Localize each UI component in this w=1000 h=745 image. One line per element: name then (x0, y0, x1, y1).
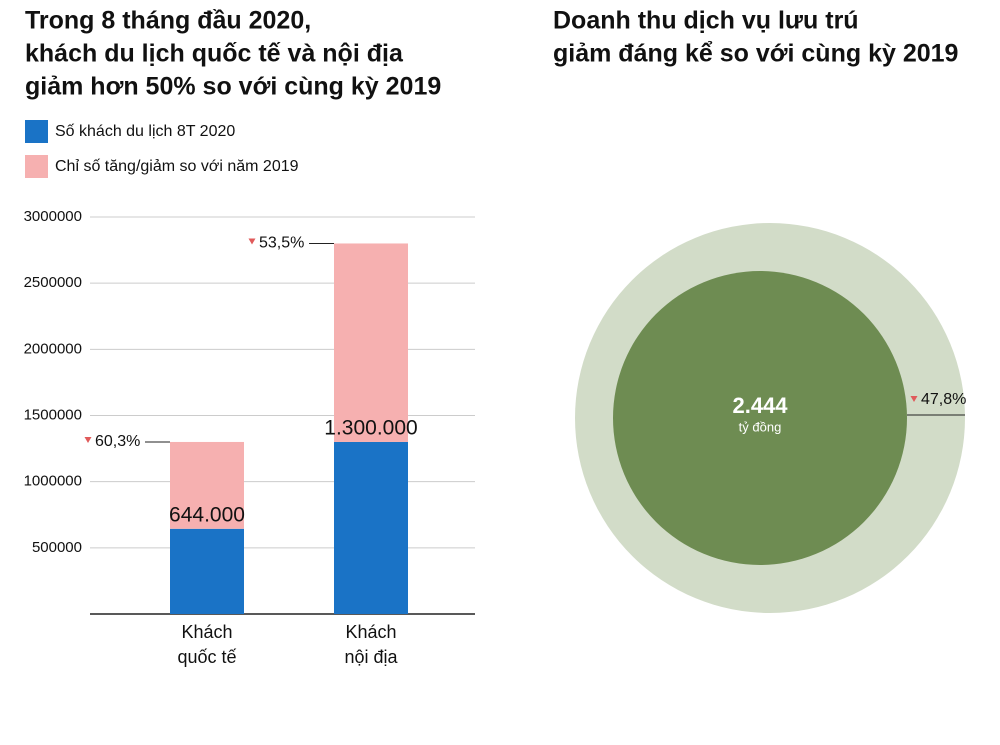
y-tick-label: 1000000 (24, 473, 82, 490)
legend-swatch (25, 120, 48, 143)
change-label: 60,3% (95, 433, 140, 450)
y-tick-label: 1500000 (24, 406, 82, 423)
value-label: 1.300.000 (324, 417, 417, 440)
x-label-box: Khách quốc tế (177, 622, 237, 667)
down-triangle (248, 238, 256, 245)
inner-circle (613, 271, 907, 565)
chart-title: giảm hơn 50% so với cùng kỳ 2019 (25, 73, 441, 101)
change-label: 53,5% (259, 235, 304, 252)
chart-title: khách du lịch quốc tế và nội địa (25, 40, 404, 68)
bar-segment (170, 528, 244, 614)
y-tick-label: 3000000 (24, 208, 82, 225)
legend-swatch (25, 155, 48, 178)
x-tick-label: Khách nội địa (344, 622, 398, 667)
center-unit: tỷ đồng (739, 419, 782, 434)
y-tick-label: 500000 (32, 539, 82, 556)
down-triangle (84, 436, 92, 443)
bar-segment (334, 243, 408, 442)
x-tick-label: Khách quốc tế (177, 622, 237, 667)
value-label: 644.000 (169, 503, 245, 526)
x-label-box: Khách nội địa (344, 622, 398, 667)
y-tick-label: 2500000 (24, 274, 82, 291)
legend-label: Số khách du lịch 8T 2020 (55, 123, 235, 140)
y-tick-label: 2000000 (24, 340, 82, 357)
chart-title: Trong 8 tháng đầu 2020, (25, 7, 311, 35)
chart-title: Doanh thu dịch vụ lưu trú (553, 7, 859, 35)
center-value: 2.444 (732, 393, 788, 418)
down-triangle (910, 396, 918, 402)
bar-segment (334, 441, 408, 614)
legend-label: Chỉ số tăng/giảm so với năm 2019 (55, 158, 299, 175)
chart-title: giảm đáng kể so với cùng kỳ 2019 (553, 40, 958, 68)
bar-segment (170, 441, 244, 529)
change-label: 47,8% (921, 391, 966, 408)
